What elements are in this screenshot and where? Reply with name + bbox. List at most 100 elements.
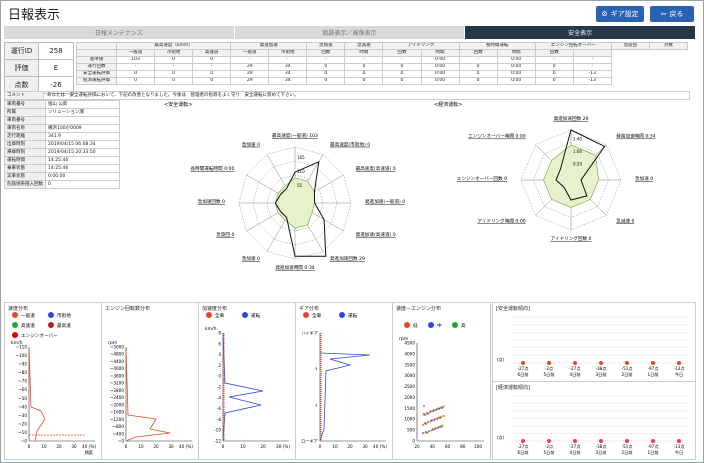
legend-marker xyxy=(303,312,309,318)
scatter-point xyxy=(438,408,440,410)
scatter-point xyxy=(437,427,439,429)
radar-axis-label[interactable]: 急加速回数 0 xyxy=(198,198,225,205)
info-row: 乗車状態 14:25:46 xyxy=(4,164,120,173)
scatter-point xyxy=(427,413,429,415)
radar-axis-label[interactable]: 発進加速(一般道) 0 xyxy=(365,198,405,205)
back-button[interactable]: ⇦ 戻る xyxy=(650,6,694,22)
legend-label: 一般道 xyxy=(21,312,35,319)
series-line xyxy=(319,352,371,442)
back-arrow-icon: ⇦ xyxy=(660,10,667,18)
trend-value: -97点 xyxy=(647,444,658,450)
x-tick-label: 30 xyxy=(362,444,368,449)
radar-axis-label[interactable]: 急加速 0 xyxy=(635,175,653,182)
series-line xyxy=(222,332,264,442)
summary-row: 評価 E xyxy=(4,59,74,77)
summary-row: 運行ID 258 xyxy=(4,42,74,60)
tab-safety[interactable]: 安全表示 xyxy=(465,26,697,39)
scatter-point xyxy=(422,432,424,434)
legend-label: 中 xyxy=(437,322,442,329)
radar-axis-label[interactable]: 発進加速(高速道) 0 xyxy=(356,231,396,238)
radar-axis-label[interactable]: エンジンオーバー回数 0 xyxy=(457,175,507,182)
y-tick-label: ~5000 xyxy=(110,345,125,350)
legend-label: 運転 xyxy=(348,313,358,319)
radar-axis-label[interactable]: 急加速 0 xyxy=(242,141,260,148)
info-row: 車両名称 横浜100だ0009 xyxy=(4,124,120,133)
y-axis-label: rpm xyxy=(108,340,118,346)
stats-row: 経済運転評価 0 0 0 29 34 0 0 0 0:00 0 0:00 0 -13 xyxy=(76,77,688,85)
radar-axis-label[interactable]: 急減速 0 xyxy=(616,217,634,224)
radar-axis-label[interactable]: アイドリング時間 0:00 xyxy=(477,217,525,224)
y-tick-label: 3500 xyxy=(404,362,415,367)
info-row: 危険地帯侵入回数 0 xyxy=(4,180,120,189)
radar-axis-label[interactable]: 長時間運転時間 0:00 xyxy=(190,166,234,172)
gear-settings-button[interactable]: ⚙ ギア設定 xyxy=(596,6,644,22)
trend-value: -27点 xyxy=(517,366,528,372)
trend-point xyxy=(547,361,551,365)
x-tick-label: 40 (%) xyxy=(373,444,387,449)
radar-axis-label[interactable]: 発進加速回数 29 xyxy=(330,255,365,262)
radar-axis-label[interactable]: 発進加速回数 29 xyxy=(554,115,589,122)
radar-axis-label[interactable]: 最高速度(高速道) 0 xyxy=(356,165,396,172)
legend-label: 市街地 xyxy=(57,312,71,319)
y-tick-label: -6 xyxy=(217,406,222,411)
safety-trend-panel: [安全運転傾向] (点) -27点 6日前 -2点 5日前 -27点 4日前 -38点 3日前 -… xyxy=(492,302,696,382)
x-tick-label: 20 xyxy=(347,444,353,449)
y-tick-label: -8 xyxy=(217,417,222,422)
legend-marker xyxy=(12,312,18,318)
y-tick-label: 3000 xyxy=(404,373,415,378)
info-row: 所属 ソリューション課 xyxy=(4,108,120,117)
y-tick-label: ~3600 xyxy=(110,373,125,378)
radar-axis-label[interactable]: 発進加速時間 0:34 xyxy=(616,133,655,140)
trend-day: 4日前 xyxy=(569,449,580,456)
y-tick-label: -2 xyxy=(217,385,222,390)
tab-track-image[interactable]: 軌跡表示／画像表示 xyxy=(234,26,466,39)
radar-axis-label[interactable]: 急旋回 0 xyxy=(216,231,234,238)
x-tick-label: 20 xyxy=(260,444,266,449)
trend-value: -13点 xyxy=(673,366,684,372)
radar-axis-label[interactable]: 発進加速時間 0:34 xyxy=(275,264,314,271)
radar-axis-label[interactable]: 最高速度(一般道) 103 xyxy=(272,132,318,139)
trend-day: 6日前 xyxy=(517,449,528,456)
scatter-point xyxy=(423,405,425,407)
panel-title: 速度－エンジン分布 xyxy=(396,306,442,312)
y-tick-label: ~70 xyxy=(18,379,27,384)
radar-axis-label[interactable]: 最高速度(市街地) 0 xyxy=(330,141,370,148)
trend-day: 1日前 xyxy=(647,371,658,378)
legend-marker xyxy=(206,312,212,318)
trend-point xyxy=(521,439,525,443)
tab-daily-maintenance[interactable]: 日報メンテナンス xyxy=(4,26,235,39)
radar-axis-label[interactable]: 急加速 0 xyxy=(242,255,260,262)
y-tick-label: ~800 xyxy=(112,424,124,429)
radar-tick-label: 165 xyxy=(297,155,305,160)
radar-axis-label[interactable]: エンジンオーバー時間 0:00 xyxy=(468,134,526,140)
legend-label: 運転 xyxy=(251,313,261,319)
stats-row: 安全運転評価 0 0 0 29 34 0 0 0 0:00 0 0:00 0 -13 xyxy=(76,70,688,78)
y-tick-label: 4000 xyxy=(404,351,415,356)
x-tick-label: 30 (%) xyxy=(276,444,290,449)
x-tick-label: 0 xyxy=(319,444,322,449)
y-tick-label: ~30 xyxy=(18,413,27,418)
y-tick-label: 1000 xyxy=(404,417,415,422)
info-row: 帰庫時刻 2019/04/15 20:33:50 xyxy=(4,148,120,157)
legend-marker xyxy=(404,322,410,328)
radar-axis-label[interactable]: アイドリング回数 0 xyxy=(551,235,592,242)
scatter-point xyxy=(436,418,438,420)
distribution-chart: 低中高rpm4500400035003000250020001500100050… xyxy=(399,322,484,449)
legend-label: エンジンオーバー xyxy=(21,333,58,339)
trend-day: 1日前 xyxy=(647,449,658,456)
y-tick-label: 2500 xyxy=(404,384,415,389)
trend-point xyxy=(599,439,603,443)
legend-marker xyxy=(452,322,458,328)
trend-value: -13点 xyxy=(673,444,684,450)
y-axis-label: rpm xyxy=(399,336,409,342)
summary-box: 運行ID 258 評価 E 点数 -26 xyxy=(4,42,74,94)
y-tick-label: ~0 xyxy=(21,439,28,444)
comment-row: コメント あなたは 安全運転評価において、下記の改善となりました。今後は 管理者… xyxy=(4,91,690,100)
y-tick-label: ~10 xyxy=(18,430,27,435)
x-tick-label: 30 xyxy=(168,444,174,449)
y-tick-label: ~2400 xyxy=(110,395,125,400)
panel-title: エンジン回転数分布 xyxy=(105,306,151,312)
trend-point xyxy=(573,361,577,365)
y-tick-label: 0 xyxy=(412,439,415,444)
y-tick-label: ~40 xyxy=(18,404,27,409)
